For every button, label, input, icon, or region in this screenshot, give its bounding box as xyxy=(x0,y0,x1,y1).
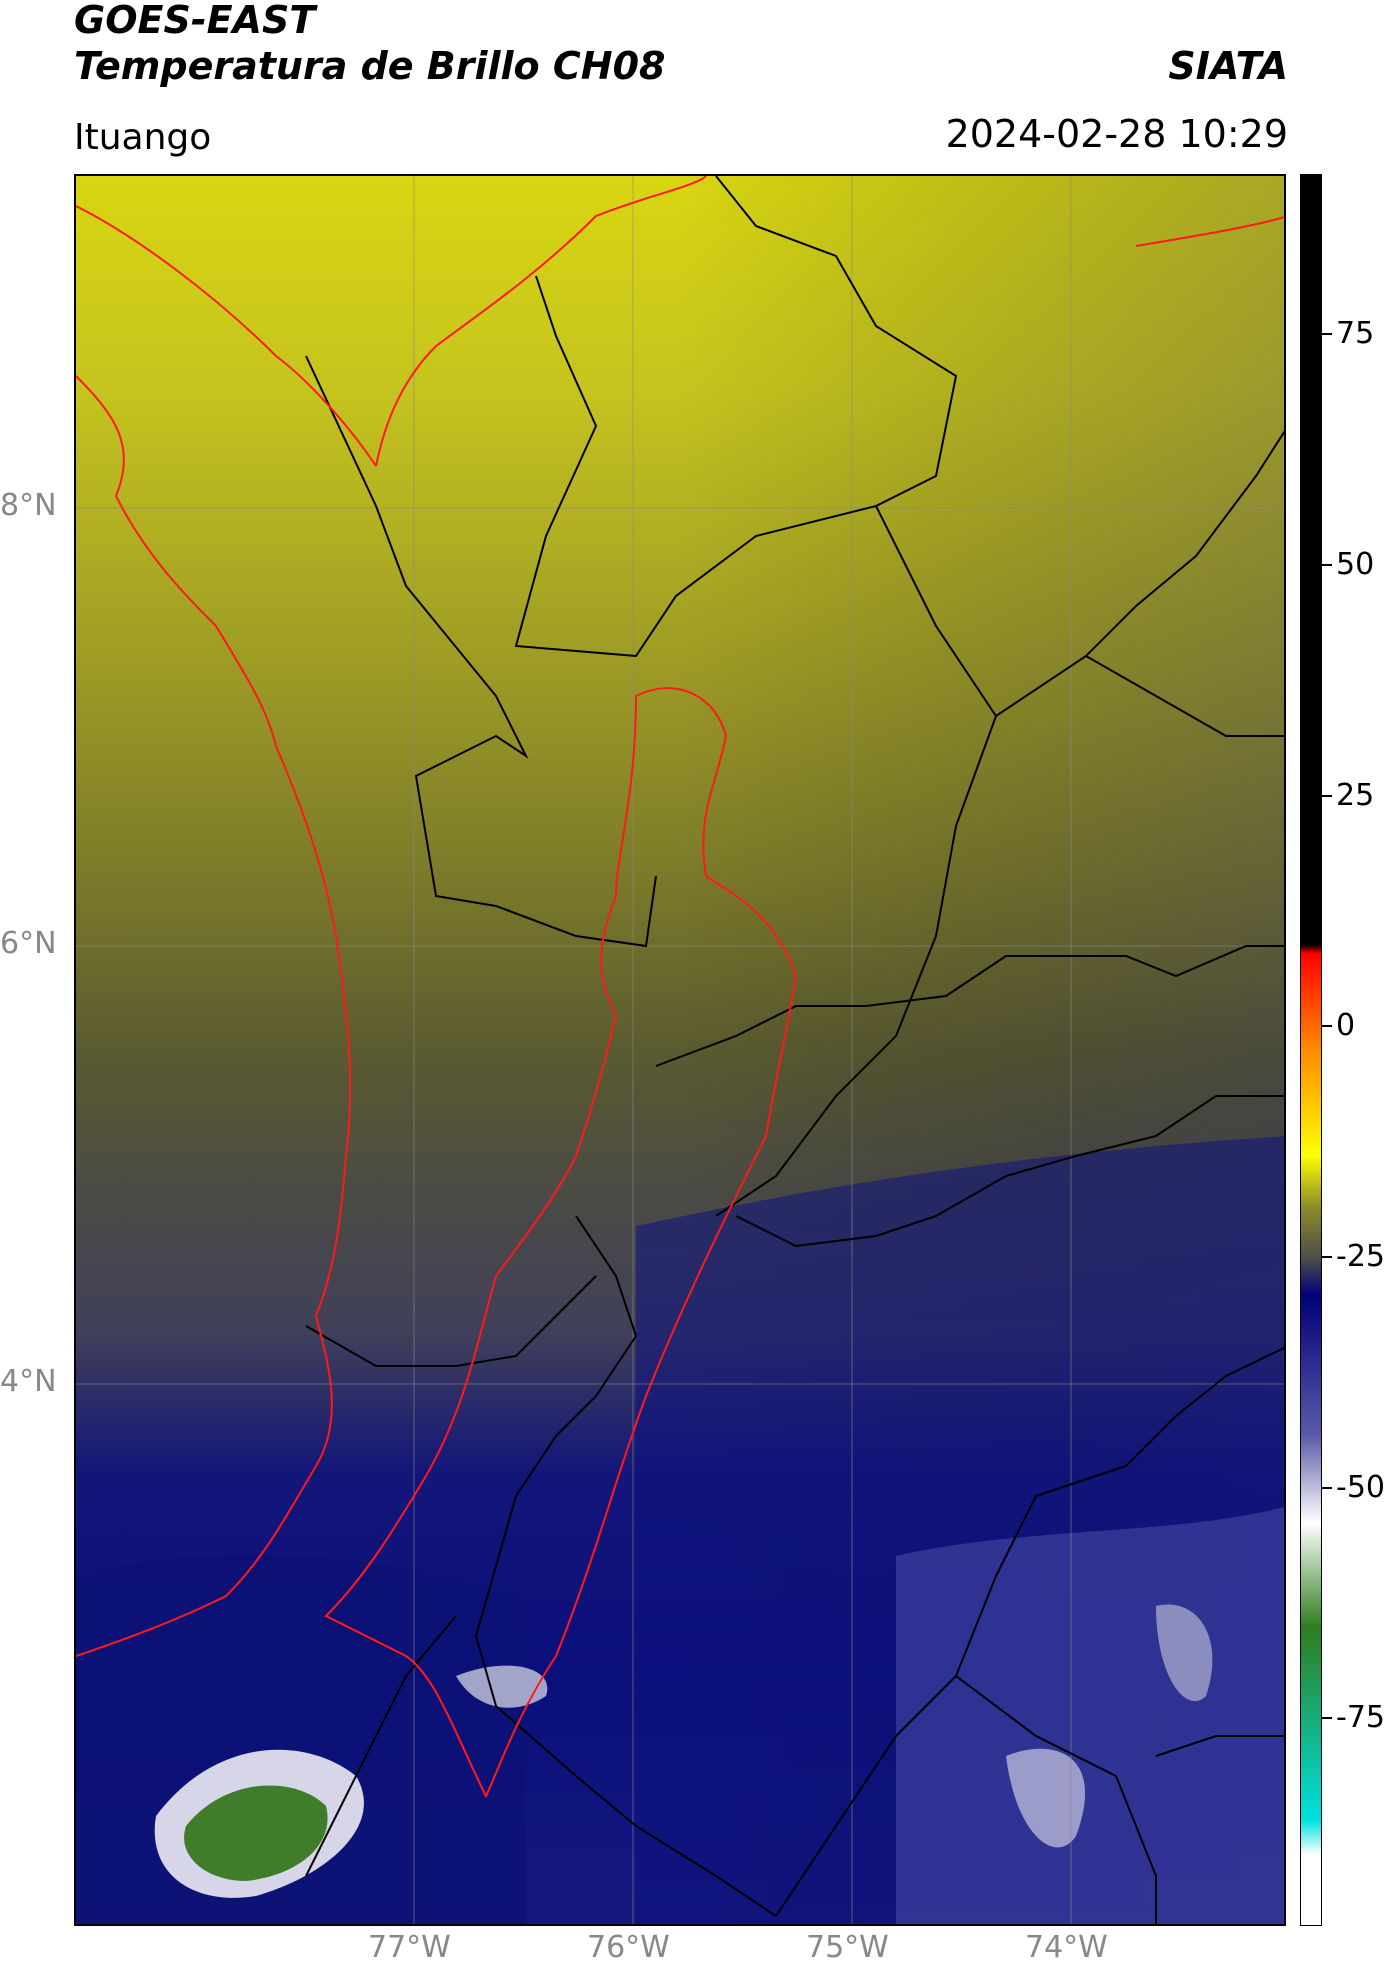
title-satellite: GOES-EAST xyxy=(74,0,316,42)
title-product: Temperatura de Brillo CH08 xyxy=(74,44,666,88)
colorbar-tick-minus75 xyxy=(1322,1717,1332,1719)
colorbar-label-75: 75 xyxy=(1336,316,1375,351)
colorbar-label-minus25: -25 xyxy=(1336,1239,1384,1274)
colorbar-tick-0 xyxy=(1322,1025,1332,1027)
datetime-label: 2024-02-28 10:29 xyxy=(945,112,1288,156)
colorbar-tick-minus50 xyxy=(1322,1487,1332,1489)
location-label: Ituango xyxy=(74,117,212,158)
graticule xyxy=(76,176,1284,1924)
colorbar-label-50: 50 xyxy=(1336,547,1375,582)
coastline-and-basin xyxy=(76,176,1284,1799)
department-borders xyxy=(305,176,1284,1924)
lon-label-76w: 76°W xyxy=(587,1930,670,1965)
lat-label-6n: 6°N xyxy=(0,926,57,961)
colorbar-label-minus75: -75 xyxy=(1336,1700,1384,1735)
lon-label-74w: 74°W xyxy=(1025,1930,1108,1965)
colorbar-tick-50 xyxy=(1322,564,1332,566)
colorbar xyxy=(1300,174,1322,1926)
brand-label: SIATA xyxy=(1168,44,1288,88)
lat-label-8n: 8°N xyxy=(0,488,57,523)
map-panel xyxy=(74,174,1286,1926)
colorbar-tick-25 xyxy=(1322,795,1332,797)
colorbar-label-0: 0 xyxy=(1336,1008,1356,1043)
colorbar-tick-minus25 xyxy=(1322,1256,1332,1258)
lon-label-77w: 77°W xyxy=(368,1930,451,1965)
colorbar-label-25: 25 xyxy=(1336,778,1375,813)
colorbar-tick-75 xyxy=(1322,333,1332,335)
lat-label-4n: 4°N xyxy=(0,1364,57,1399)
map-canvas xyxy=(76,176,1284,1924)
colorbar-label-minus50: -50 xyxy=(1336,1470,1384,1505)
lon-label-75w: 75°W xyxy=(806,1930,889,1965)
